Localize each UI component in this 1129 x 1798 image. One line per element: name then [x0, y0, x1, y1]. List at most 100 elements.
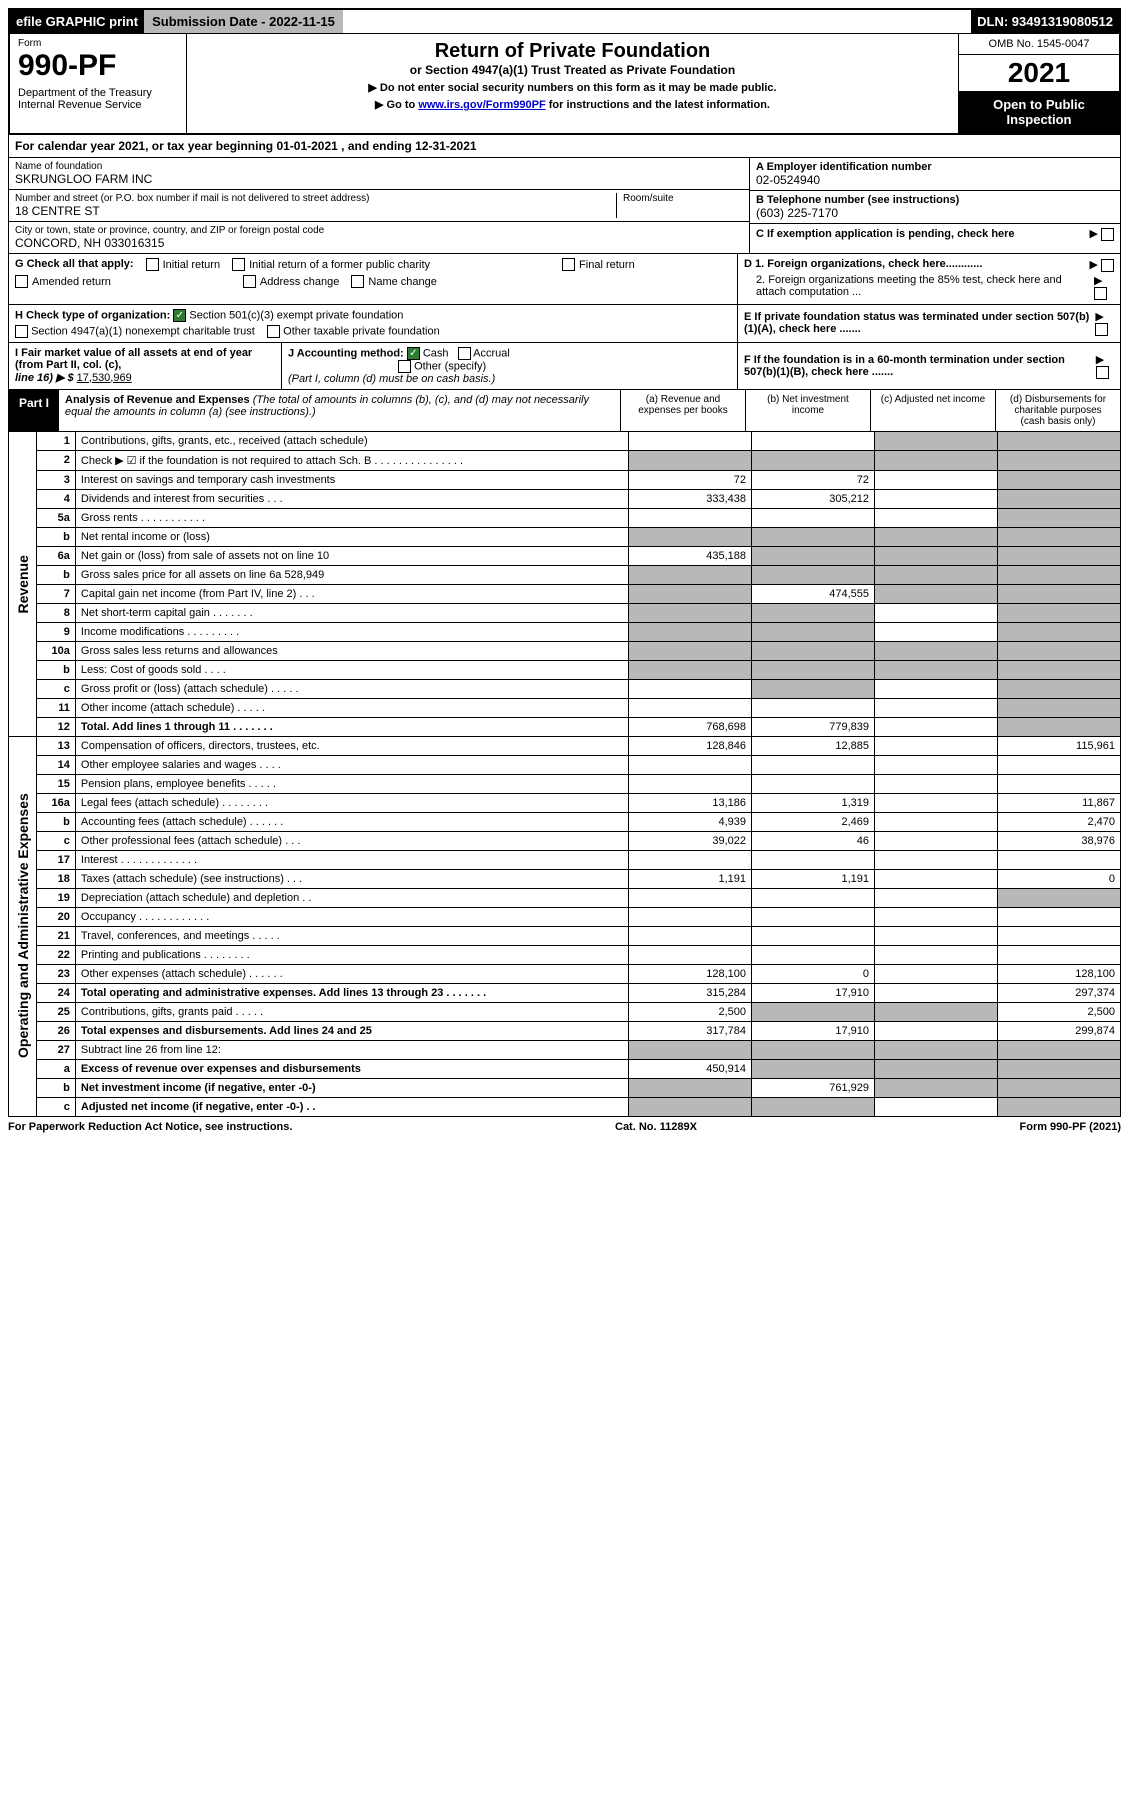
f-checkbox[interactable]: [1096, 366, 1109, 379]
amount-col-a: [629, 1078, 752, 1097]
line-number: 13: [36, 736, 75, 755]
amount-col-a: 4,939: [629, 812, 752, 831]
line-number: 15: [36, 774, 75, 793]
form-link[interactable]: www.irs.gov/Form990PF: [418, 99, 545, 111]
amended-checkbox[interactable]: [15, 275, 28, 288]
amount-col-c: [875, 1021, 998, 1040]
amount-col-b: [752, 1040, 875, 1059]
line-number: a: [36, 1059, 75, 1078]
amount-col-c: [875, 432, 998, 451]
amount-col-c: [875, 812, 998, 831]
amount-col-a: [629, 1040, 752, 1059]
line-description: Total. Add lines 1 through 11 . . . . . …: [75, 717, 628, 736]
col-c-header: (c) Adjusted net income: [870, 390, 995, 431]
amount-col-a: 450,914: [629, 1059, 752, 1078]
amount-col-c: [875, 660, 998, 679]
amount-col-b: 305,212: [752, 489, 875, 508]
amount-col-c: [875, 527, 998, 546]
accrual-label: Accrual: [473, 347, 510, 359]
amount-col-d: 38,976: [998, 831, 1121, 850]
line-description: Dividends and interest from securities .…: [75, 489, 628, 508]
c-checkbox[interactable]: [1101, 228, 1114, 241]
amount-col-c: [875, 926, 998, 945]
amount-col-d: [998, 1059, 1121, 1078]
amount-col-c: [875, 508, 998, 527]
amount-col-b: 17,910: [752, 983, 875, 1002]
initial-former-checkbox[interactable]: [232, 258, 245, 271]
d2-checkbox[interactable]: [1094, 287, 1107, 300]
dln-number: DLN: 93491319080512: [971, 10, 1119, 33]
amount-col-b: [752, 565, 875, 584]
d1-box: ▶: [1089, 258, 1114, 272]
e-checkbox[interactable]: [1095, 323, 1108, 336]
amount-col-a: [629, 450, 752, 470]
table-row: 25Contributions, gifts, grants paid . . …: [9, 1002, 1121, 1021]
city-cell: City or town, state or province, country…: [9, 222, 749, 253]
table-row: 12Total. Add lines 1 through 11 . . . . …: [9, 717, 1121, 736]
other-checkbox[interactable]: [398, 360, 411, 373]
footer-left: For Paperwork Reduction Act Notice, see …: [8, 1121, 292, 1133]
amount-col-d: [998, 774, 1121, 793]
amount-col-c: [875, 983, 998, 1002]
open-public-badge: Open to Public Inspection: [959, 91, 1119, 133]
tax-year: 2021: [959, 55, 1119, 91]
amount-col-c: [875, 489, 998, 508]
accrual-checkbox[interactable]: [458, 347, 471, 360]
amount-col-c: [875, 1002, 998, 1021]
c-label: C If exemption application is pending, c…: [756, 228, 1015, 240]
final-checkbox[interactable]: [562, 258, 575, 271]
e-block: E If private foundation status was termi…: [737, 305, 1120, 342]
g-name-change: Name change: [351, 275, 437, 288]
line-description: Interest . . . . . . . . . . . . .: [75, 850, 628, 869]
amount-col-a: [629, 1097, 752, 1116]
table-row: 23Other expenses (attach schedule) . . .…: [9, 964, 1121, 983]
e-label: E If private foundation status was termi…: [744, 311, 1095, 335]
c3-label: Section 501(c)(3) exempt private foundat…: [189, 309, 403, 321]
amount-col-c: [875, 565, 998, 584]
line-description: Gross profit or (loss) (attach schedule)…: [75, 679, 628, 698]
other-label: Other (specify): [414, 360, 486, 372]
other-taxable-checkbox[interactable]: [267, 325, 280, 338]
f-label: F If the foundation is in a 60-month ter…: [744, 354, 1096, 378]
amount-col-d: [998, 926, 1121, 945]
amount-col-d: [998, 755, 1121, 774]
addr-change-checkbox[interactable]: [243, 275, 256, 288]
line-description: Occupancy . . . . . . . . . . . .: [75, 907, 628, 926]
amount-col-b: 17,910: [752, 1021, 875, 1040]
amount-col-c: [875, 1078, 998, 1097]
line-number: 5a: [36, 508, 75, 527]
table-row: bNet rental income or (loss): [9, 527, 1121, 546]
cash-checkbox[interactable]: [407, 347, 420, 360]
header-center: Return of Private Foundation or Section …: [187, 34, 958, 133]
table-row: 27Subtract line 26 from line 12:: [9, 1040, 1121, 1059]
expenses-sidebar: Operating and Administrative Expenses: [9, 736, 37, 1116]
d1-checkbox[interactable]: [1101, 259, 1114, 272]
d-block: D 1. Foreign organizations, check here..…: [737, 254, 1120, 304]
amount-col-d: [998, 432, 1121, 451]
amount-col-d: [998, 622, 1121, 641]
line-number: 3: [36, 470, 75, 489]
form-title: Return of Private Foundation: [193, 40, 952, 63]
name-change-checkbox[interactable]: [351, 275, 364, 288]
initial-checkbox[interactable]: [146, 258, 159, 271]
table-row: 24Total operating and administrative exp…: [9, 983, 1121, 1002]
f-box: ▶: [1096, 353, 1114, 379]
amount-col-b: 12,885: [752, 736, 875, 755]
4947-checkbox[interactable]: [15, 325, 28, 338]
table-row: 9Income modifications . . . . . . . . .: [9, 622, 1121, 641]
amount-col-c: [875, 793, 998, 812]
amount-col-a: 128,846: [629, 736, 752, 755]
line-number: 23: [36, 964, 75, 983]
amount-col-d: [998, 527, 1121, 546]
line-number: 1: [36, 432, 75, 451]
line-number: b: [36, 660, 75, 679]
amount-col-b: [752, 945, 875, 964]
line-description: Printing and publications . . . . . . . …: [75, 945, 628, 964]
section-ijf: I Fair market value of all assets at end…: [8, 343, 1121, 390]
j-note: (Part I, column (d) must be on cash basi…: [288, 373, 495, 385]
line-description: Less: Cost of goods sold . . . .: [75, 660, 628, 679]
c3-checkbox[interactable]: [173, 309, 186, 322]
line-number: 7: [36, 584, 75, 603]
amount-col-a: [629, 679, 752, 698]
amount-col-c: [875, 546, 998, 565]
